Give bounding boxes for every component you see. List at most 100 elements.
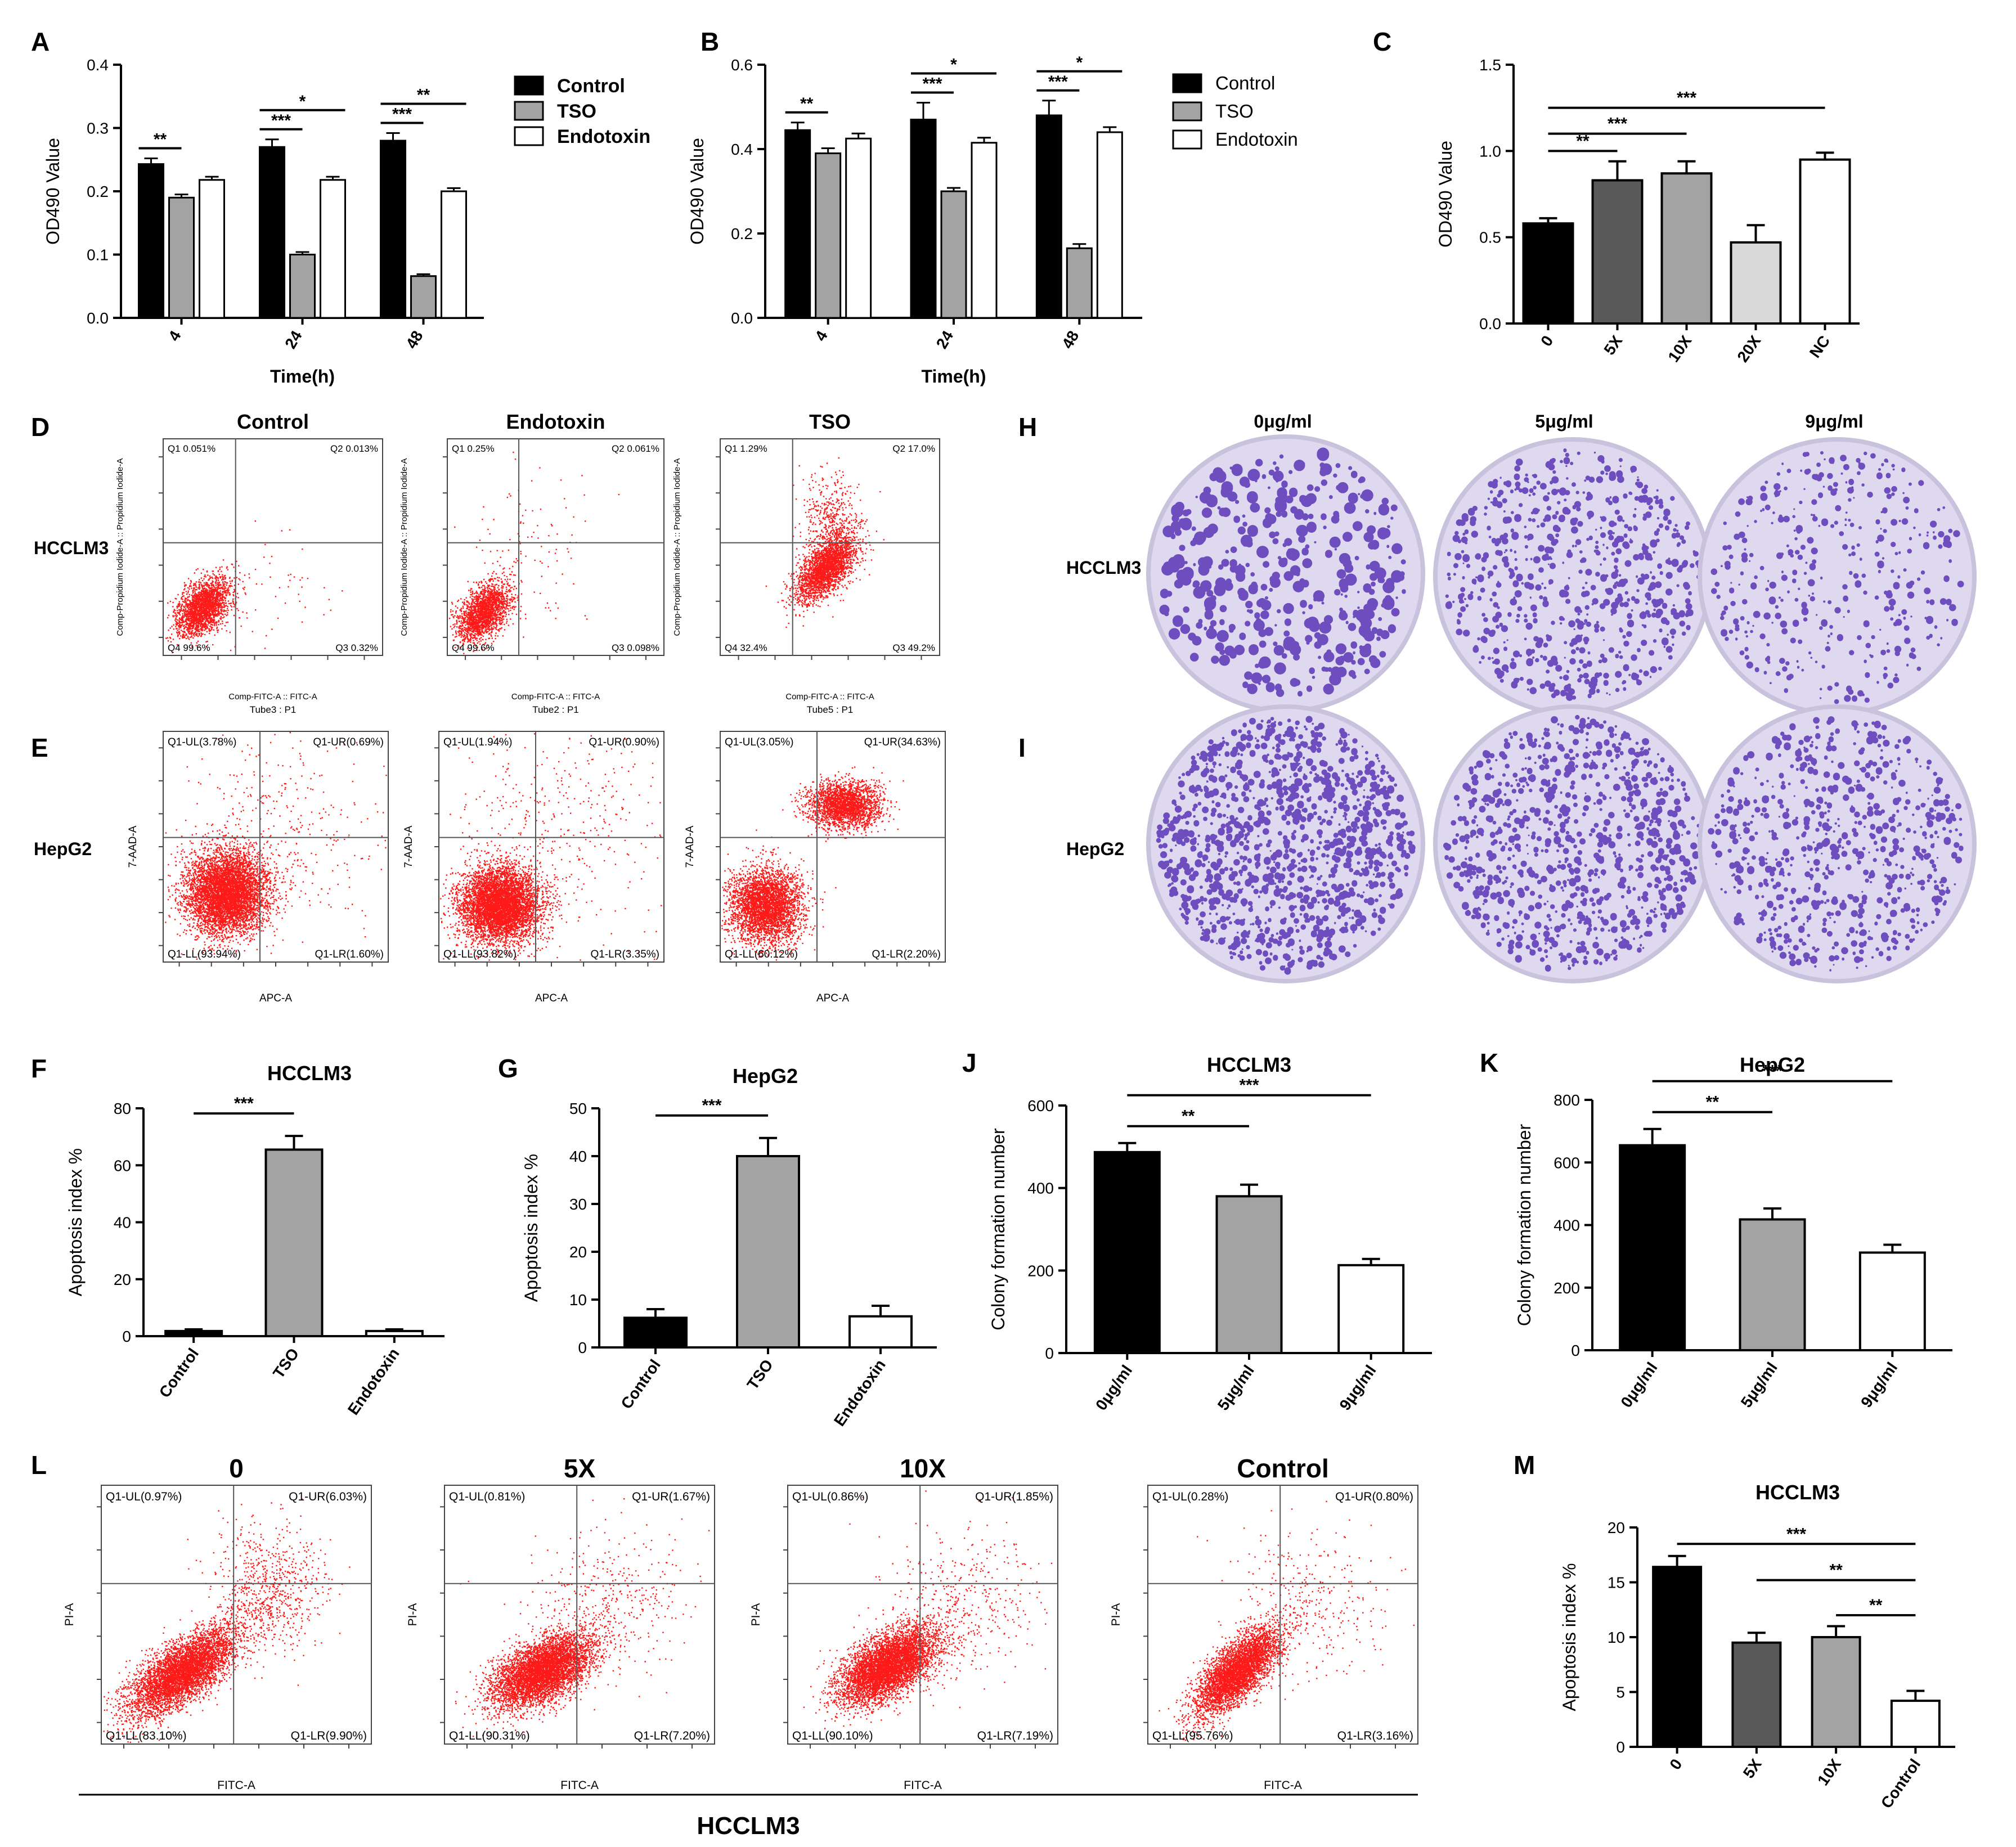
flow-y-axis-label: PI-A bbox=[63, 1603, 76, 1626]
x-tick-label: 10X bbox=[1664, 332, 1695, 365]
x-tick-label: Endotoxin bbox=[344, 1345, 403, 1418]
colony-plate bbox=[1433, 704, 1712, 983]
flow-plot: Q1-UL(3.05%) Q1-UR(34.63%) Q1-LL(60.12%) Q1… bbox=[684, 731, 946, 1004]
quadrant-ur-label: Q1-UR(0.80%) bbox=[1335, 1490, 1413, 1503]
panel-label-M: M bbox=[1514, 1450, 1535, 1480]
x-tick-label: 48 bbox=[402, 328, 426, 352]
y-tick-label: 200 bbox=[1027, 1262, 1054, 1279]
quadrant-lr-label: Q1-LR(7.19%) bbox=[977, 1729, 1053, 1742]
flow-title: Endotoxin bbox=[506, 410, 605, 433]
flow-title: Control bbox=[1237, 1454, 1329, 1483]
quadrant-ll-label: Q1-LL(93.94%) bbox=[168, 949, 241, 960]
flow-title: TSO bbox=[809, 410, 851, 433]
panel-label-E: E bbox=[31, 733, 48, 762]
legend-label-control: Control bbox=[1215, 73, 1275, 93]
y-axis-label: Apoptosis index % bbox=[1559, 1563, 1579, 1711]
y-tick-label: 0 bbox=[578, 1339, 587, 1356]
x-tick-label: TSO bbox=[270, 1345, 302, 1382]
y-tick-label: 0.2 bbox=[87, 183, 109, 200]
quadrant-ur-label: Q1-UR(1.85%) bbox=[975, 1490, 1053, 1503]
chart-J: 0 200 400 600 Colony formation number HCCLM3 0… bbox=[988, 1053, 1432, 1413]
y-tick-label: 0.1 bbox=[87, 246, 109, 264]
y-tick-label: 400 bbox=[1027, 1180, 1054, 1197]
x-tick-label: 10X bbox=[1814, 1755, 1844, 1788]
bar bbox=[1619, 1144, 1686, 1351]
quadrant-ul-label: Q1-UL(1.94%) bbox=[443, 736, 513, 748]
bar bbox=[1739, 1218, 1806, 1352]
flow-x-axis-label: APC-A bbox=[816, 992, 849, 1004]
y-tick-label: 20 bbox=[569, 1243, 587, 1261]
legend-label-control: Control bbox=[557, 75, 625, 97]
flow-events bbox=[455, 1498, 710, 1738]
y-tick-label: 0.2 bbox=[731, 225, 753, 242]
y-tick-label: 600 bbox=[1027, 1097, 1054, 1115]
y-tick-label: 600 bbox=[1553, 1154, 1580, 1171]
flow-plot: Q1-UL(1.94%) Q1-UR(0.90%) Q1-LL(93.82%) Q1-… bbox=[403, 731, 664, 1004]
bar bbox=[164, 1329, 223, 1337]
flow-x-axis-label: APC-A bbox=[535, 992, 568, 1004]
y-tick-label: 60 bbox=[114, 1157, 131, 1174]
panel-label-I: I bbox=[1018, 733, 1026, 762]
quadrant-lr-label: Q1-LR(2.20%) bbox=[872, 949, 941, 960]
flow-events bbox=[103, 1498, 351, 1743]
panel-label-G: G bbox=[498, 1054, 518, 1083]
y-tick-label: 0 bbox=[1616, 1738, 1625, 1756]
panel-label-F: F bbox=[31, 1054, 47, 1083]
quadrant-ul-label: Q1 0.051% bbox=[168, 443, 215, 454]
panel-label-B: B bbox=[701, 27, 719, 56]
x-tick-label: 24 bbox=[281, 327, 306, 352]
row-label-hepg2: HepG2 bbox=[34, 839, 92, 859]
flow-plot: Q1-UL(3.78%) Q1-UR(0.69%) Q1-LL(93.94%) Q1-… bbox=[127, 731, 389, 1004]
bar bbox=[264, 1148, 324, 1337]
x-tick-label: 24 bbox=[933, 327, 957, 352]
y-tick-label: 0 bbox=[1045, 1345, 1054, 1362]
y-tick-label: 0.0 bbox=[731, 309, 753, 327]
x-tick-label: 0 bbox=[1537, 332, 1556, 350]
flow-events bbox=[449, 451, 620, 654]
bar bbox=[910, 119, 937, 319]
bar bbox=[1731, 1641, 1782, 1748]
flow-x-axis-label: FITC-A bbox=[1264, 1779, 1302, 1792]
flow-y-axis-label: 7-AAD-A bbox=[684, 825, 696, 868]
legend-label-endotoxin: Endotoxin bbox=[1215, 129, 1298, 150]
flow-y-axis-label: 7-AAD-A bbox=[127, 825, 139, 868]
bar bbox=[1799, 158, 1851, 325]
significance-marker: ** bbox=[1869, 1596, 1883, 1615]
y-tick-label: 20 bbox=[1608, 1519, 1625, 1536]
bar bbox=[1591, 179, 1644, 325]
colony-plates bbox=[1146, 434, 1977, 983]
bar bbox=[1522, 222, 1574, 325]
significance-marker: *** bbox=[234, 1094, 254, 1113]
y-tick-label: 400 bbox=[1553, 1217, 1580, 1234]
x-tick-label: TSO bbox=[744, 1356, 776, 1393]
legend-label-tso: TSO bbox=[557, 101, 596, 122]
significance-marker: *** bbox=[1677, 89, 1696, 107]
flow-x-axis-label: FITC-A bbox=[904, 1779, 942, 1792]
significance-marker: * bbox=[1076, 53, 1083, 72]
flow-y-axis-label: 7-AAD-A bbox=[403, 825, 415, 868]
quadrant-lr-label: Q1-LR(9.90%) bbox=[291, 1729, 367, 1742]
y-tick-label: 0.6 bbox=[731, 56, 753, 74]
y-tick-label: 200 bbox=[1553, 1279, 1580, 1297]
tube-label: Tube5 : P1 bbox=[807, 704, 854, 715]
flow-plot: Q1-UL(0.81%) Q1-UR(1.67%) Q1-LL(90.31%) Q1-… bbox=[406, 1454, 715, 1792]
bar bbox=[380, 140, 406, 319]
colony-plate bbox=[1146, 434, 1425, 713]
significance-marker: * bbox=[950, 56, 957, 74]
chart-title: HepG2 bbox=[733, 1064, 798, 1087]
bar bbox=[1337, 1264, 1405, 1355]
flow-events bbox=[803, 1490, 1053, 1729]
bar bbox=[1066, 247, 1093, 319]
y-tick-label: 40 bbox=[569, 1148, 587, 1165]
bar bbox=[1035, 114, 1062, 319]
bar bbox=[199, 179, 225, 319]
flow-y-axis-label: Comp-Propidium Iodide-A :: Propidium Iod… bbox=[399, 459, 409, 636]
legend-swatch-tso bbox=[1172, 101, 1202, 122]
quadrant-ur-label: Q2 0.013% bbox=[330, 443, 378, 454]
significance-marker: *** bbox=[1048, 73, 1068, 91]
bar bbox=[1093, 1151, 1161, 1355]
y-axis-label: Colony formation number bbox=[988, 1128, 1008, 1331]
chart-G: 0 10 20 30 40 50 Apoptosis index % HepG2 Control… bbox=[521, 1064, 937, 1430]
colonies bbox=[1708, 716, 1964, 972]
